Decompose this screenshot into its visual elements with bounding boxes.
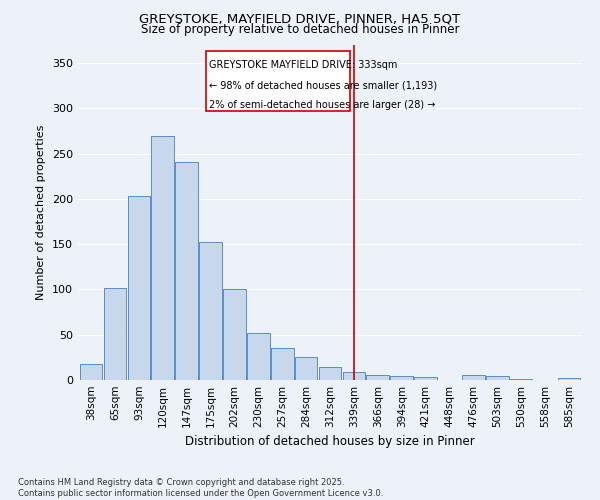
Bar: [199, 242, 222, 380]
Text: ← 98% of detached houses are smaller (1,193): ← 98% of detached houses are smaller (1,…: [209, 80, 437, 90]
Bar: [247, 333, 269, 380]
Bar: [462, 376, 485, 380]
Bar: [295, 358, 317, 380]
X-axis label: Distribution of detached houses by size in Pinner: Distribution of detached houses by size …: [185, 436, 475, 448]
Text: 2% of semi-detached houses are larger (28) →: 2% of semi-detached houses are larger (2…: [209, 100, 436, 110]
Bar: [271, 348, 293, 380]
Text: GREYSTOKE, MAYFIELD DRIVE, PINNER, HA5 5QT: GREYSTOKE, MAYFIELD DRIVE, PINNER, HA5 5…: [139, 12, 461, 26]
Bar: [510, 379, 532, 380]
Bar: [151, 136, 174, 380]
Text: Contains HM Land Registry data © Crown copyright and database right 2025.
Contai: Contains HM Land Registry data © Crown c…: [18, 478, 383, 498]
Bar: [391, 376, 413, 380]
Y-axis label: Number of detached properties: Number of detached properties: [37, 125, 46, 300]
Bar: [557, 378, 580, 380]
Bar: [80, 364, 103, 380]
Text: Size of property relative to detached houses in Pinner: Size of property relative to detached ho…: [141, 22, 459, 36]
Bar: [343, 372, 365, 380]
Bar: [206, 52, 350, 111]
Bar: [319, 368, 341, 380]
Bar: [486, 376, 509, 380]
Text: GREYSTOKE MAYFIELD DRIVE: 333sqm: GREYSTOKE MAYFIELD DRIVE: 333sqm: [209, 60, 398, 70]
Bar: [223, 290, 246, 380]
Bar: [128, 196, 150, 380]
Bar: [104, 288, 127, 380]
Bar: [414, 378, 437, 380]
Bar: [175, 162, 198, 380]
Bar: [367, 374, 389, 380]
